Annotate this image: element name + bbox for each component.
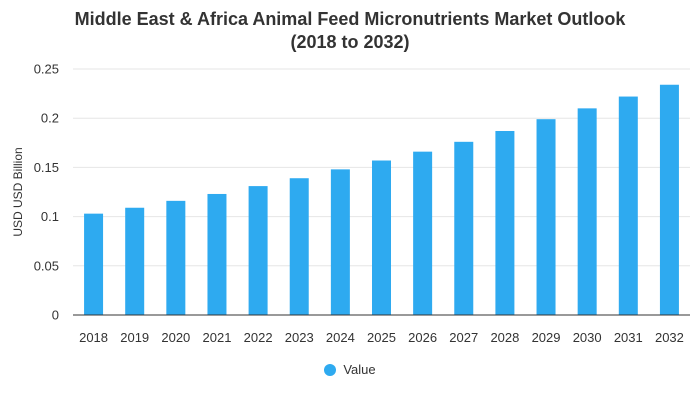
bars [84, 84, 679, 316]
bar-2032[interactable] [659, 84, 679, 315]
bar-2018[interactable] [84, 213, 104, 315]
x-tick-label: 2018 [79, 330, 108, 345]
x-tick-label: 2025 [367, 330, 396, 345]
y-tick-label: 0 [52, 308, 59, 323]
bar-2023[interactable] [289, 178, 309, 315]
bar-2021[interactable] [207, 193, 227, 315]
bar-2025[interactable] [372, 160, 391, 315]
legend: Value [0, 362, 700, 377]
bar-2030[interactable] [577, 108, 597, 315]
y-tick-label: 0.15 [34, 160, 59, 175]
bar-2031[interactable] [618, 96, 638, 315]
x-tick-label: 2031 [614, 330, 643, 345]
y-tick-label: 0.05 [34, 258, 59, 273]
bar-2020[interactable] [166, 200, 186, 315]
x-tick-label: 2021 [203, 330, 232, 345]
x-tick-label: 2029 [532, 330, 561, 345]
y-axis-ticks: 0 0.05 0.1 0.15 0.2 0.25 [34, 62, 59, 323]
chart-title-line-2: (2018 to 2032) [290, 32, 410, 52]
x-tick-label: 2019 [120, 330, 149, 345]
x-tick-label: 2027 [449, 330, 478, 345]
x-tick-label: 2028 [490, 330, 519, 345]
bar-2027[interactable] [454, 141, 474, 315]
chart-title: Middle East & Africa Animal Feed Micronu… [0, 8, 700, 54]
x-tick-label: 2022 [244, 330, 273, 345]
legend-swatch-icon [324, 363, 337, 376]
y-tick-label: 0.1 [41, 209, 59, 224]
chart-title-line-1: Middle East & Africa Animal Feed Micronu… [74, 9, 626, 29]
bar-2028[interactable] [495, 130, 515, 315]
legend-label[interactable]: Value [343, 362, 376, 377]
bar-2022[interactable] [248, 186, 268, 315]
y-axis-title: USD USD Billion [11, 147, 25, 236]
bar-2024[interactable] [330, 169, 350, 315]
bar-2019[interactable] [125, 207, 145, 315]
bar-2026[interactable] [413, 151, 433, 315]
x-tick-label: 2026 [408, 330, 437, 345]
x-tick-label: 2023 [285, 330, 314, 345]
x-tick-label: 2024 [326, 330, 355, 345]
y-tick-label: 0.2 [41, 111, 59, 126]
bar-2029[interactable] [536, 119, 556, 316]
y-tick-label: 0.25 [34, 62, 59, 77]
x-tick-label: 2032 [655, 330, 684, 345]
x-tick-label: 2020 [161, 330, 190, 345]
x-tick-label: 2030 [573, 330, 602, 345]
x-axis-ticks: 2018 2019 2020 2021 2022 2023 2024 2025 2026 2027… [79, 330, 684, 345]
